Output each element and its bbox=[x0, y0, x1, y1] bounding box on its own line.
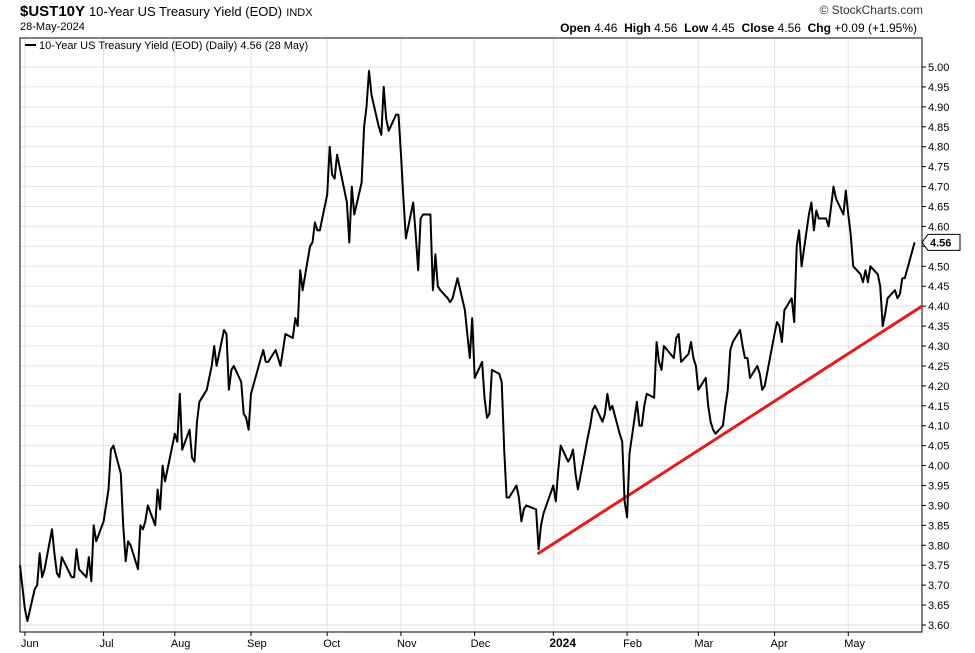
series-line bbox=[19, 70, 916, 622]
y-tick-label: 4.05 bbox=[928, 441, 949, 453]
low-value: 4.45 bbox=[711, 21, 735, 35]
trendline bbox=[537, 304, 924, 555]
x-tick-label: Mar bbox=[694, 638, 713, 650]
y-tick-label: 4.90 bbox=[928, 102, 949, 114]
stockcharts-watermark: © StockCharts.com bbox=[819, 3, 923, 17]
y-tick-label: 4.80 bbox=[928, 142, 949, 154]
chart-date: 28-May-2024 bbox=[20, 21, 85, 33]
y-tick-label: 4.60 bbox=[928, 221, 949, 233]
last-value-box bbox=[921, 233, 961, 251]
symbol-name: 10-Year US Treasury Yield (EOD) bbox=[88, 4, 283, 19]
trendline-group bbox=[537, 304, 924, 555]
symbol-ticker: $UST10Y bbox=[20, 3, 85, 20]
y-tick-label: 4.20 bbox=[928, 381, 949, 393]
grid-lines bbox=[20, 38, 922, 632]
y-tick-label: 3.60 bbox=[928, 620, 949, 632]
x-tick-label: Apr bbox=[771, 638, 788, 650]
last-value-group: 4.56 bbox=[921, 233, 961, 251]
low-label: Low bbox=[684, 21, 709, 35]
y-tick-label: 3.90 bbox=[928, 500, 949, 512]
high-value: 4.56 bbox=[654, 21, 678, 35]
x-tick-label: Feb bbox=[623, 638, 642, 650]
y-tick-label: 4.65 bbox=[928, 202, 949, 214]
open-value: 4.46 bbox=[594, 21, 618, 35]
y-tick-label: 4.35 bbox=[928, 321, 949, 333]
y-tick-label: 4.40 bbox=[928, 301, 949, 313]
x-tick-label: Oct bbox=[323, 638, 340, 650]
y-tick-label: 3.75 bbox=[928, 560, 949, 572]
series-group bbox=[19, 70, 916, 622]
chg-value: +0.09 (+1.95%) bbox=[834, 21, 917, 35]
y-tick-label: 4.00 bbox=[928, 461, 949, 473]
y-tick-label: 5.00 bbox=[928, 62, 949, 74]
x-tick-label: 2024 bbox=[549, 636, 576, 650]
y-tick-label: 3.65 bbox=[928, 600, 949, 612]
x-tick-label: Nov bbox=[397, 638, 417, 650]
x-tick-label: Jul bbox=[100, 638, 114, 650]
last-value-label: 4.56 bbox=[930, 237, 951, 249]
y-tick-label: 3.80 bbox=[928, 540, 949, 552]
y-tick-label: 4.50 bbox=[928, 261, 949, 273]
x-tick-label: May bbox=[844, 638, 865, 650]
close-label: Close bbox=[741, 21, 775, 35]
y-tick-label: 4.30 bbox=[928, 341, 949, 353]
high-label: High bbox=[624, 21, 651, 35]
y-tick-label: 4.75 bbox=[928, 162, 949, 174]
y-tick-label: 4.70 bbox=[928, 182, 949, 194]
y-tick-label: 4.85 bbox=[928, 122, 949, 134]
y-tick-label: 3.95 bbox=[928, 481, 949, 493]
chg-label: Chg bbox=[807, 21, 831, 35]
x-tick-label: Sep bbox=[247, 638, 267, 650]
y-tick-label: 4.95 bbox=[928, 82, 949, 94]
exchange-label: INDX bbox=[286, 7, 313, 19]
open-label: Open bbox=[560, 21, 591, 35]
y-tick-label: 4.45 bbox=[928, 281, 949, 293]
plot-frame bbox=[19, 37, 923, 633]
x-tick-label: Aug bbox=[171, 638, 191, 650]
y-tick-label: 4.15 bbox=[928, 401, 949, 413]
y-tick-label: 3.85 bbox=[928, 520, 949, 532]
x-axis: Jun Jul Aug Sep Oct Nov Dec 2024 Feb Mar Apr May bbox=[21, 632, 866, 650]
ohlc-readout: Open 4.46 High 4.56 Low 4.45 Close 4.56 … bbox=[560, 21, 917, 35]
y-tick-label: 4.10 bbox=[928, 421, 949, 433]
x-tick-label: Jun bbox=[21, 638, 39, 650]
close-value: 4.56 bbox=[777, 21, 801, 35]
x-tick-label: Dec bbox=[471, 638, 491, 650]
legend-label: 10-Year US Treasury Yield (EOD) (Daily) … bbox=[39, 40, 308, 52]
legend: 10-Year US Treasury Yield (EOD) (Daily) … bbox=[25, 40, 308, 52]
y-axis: 5.004.954.904.854.804.754.704.654.604.55… bbox=[922, 62, 949, 632]
y-tick-label: 4.25 bbox=[928, 361, 949, 373]
symbol-line: $UST10Y 10-Year US Treasury Yield (EOD) … bbox=[20, 3, 313, 20]
chart-header: $UST10Y 10-Year US Treasury Yield (EOD) … bbox=[0, 0, 975, 40]
y-tick-label: 3.70 bbox=[928, 580, 949, 592]
